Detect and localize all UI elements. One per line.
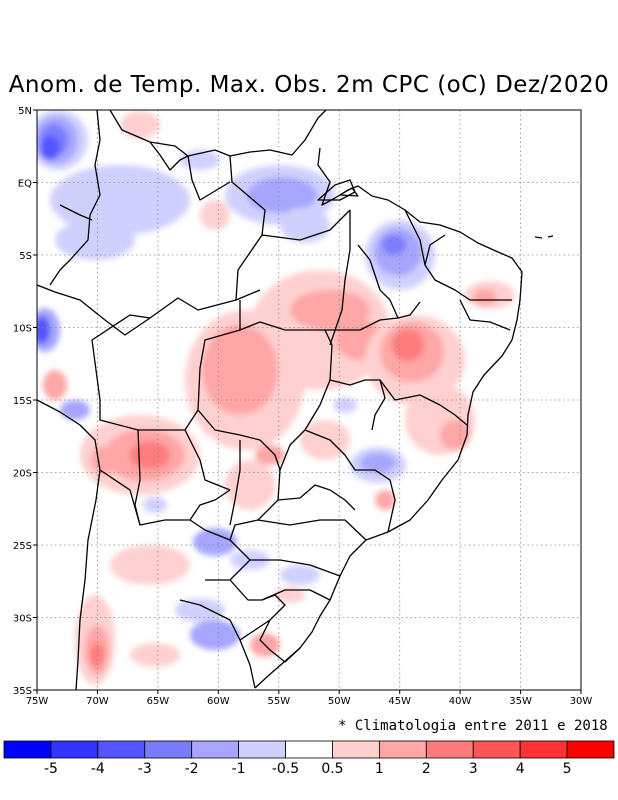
lon-axis: 75W 70W 65W 60W 55W 50W 45W 40W 35W 30W xyxy=(26,696,593,707)
colorbar-swatch xyxy=(378,740,427,759)
lat-label: 20S xyxy=(13,469,32,480)
anomaly-field xyxy=(37,110,515,685)
colorbar-swatch xyxy=(285,740,333,759)
lat-label: EQ xyxy=(18,179,32,190)
lon-label: 35W xyxy=(509,696,532,707)
colorbar-swatch xyxy=(97,740,146,759)
lon-label: 40W xyxy=(449,696,472,707)
climatology-note: * Climatologia entre 2011 e 2018 xyxy=(338,718,608,734)
pacific-coast xyxy=(37,399,101,690)
colorbar-swatch xyxy=(3,740,52,759)
lon-label: 70W xyxy=(86,696,109,707)
lon-label: 60W xyxy=(207,696,230,707)
colorbar-swatch xyxy=(425,740,474,759)
lat-label: 5N xyxy=(18,106,32,117)
colorbar-label: -2 xyxy=(185,761,199,777)
lon-label: 45W xyxy=(388,696,411,707)
colorbar-label: 4 xyxy=(516,761,525,777)
lat-label: 30S xyxy=(13,614,32,625)
graticule xyxy=(37,110,581,690)
lon-label: 65W xyxy=(147,696,170,707)
lat-label: 25S xyxy=(13,541,32,552)
colorbar-label: 0.5 xyxy=(321,761,343,777)
colorbar-label: 5 xyxy=(563,761,572,777)
lat-label: 35S xyxy=(13,686,32,697)
boundaries xyxy=(37,110,523,690)
lat-label: 10S xyxy=(13,324,32,335)
colorbar-label: 3 xyxy=(469,761,478,777)
lat-label: 15S xyxy=(13,396,32,407)
colorbar-swatch xyxy=(144,740,193,759)
colorbar-swatch xyxy=(191,740,240,759)
colorbar-label: 1 xyxy=(375,761,384,777)
colorbar-label: -3 xyxy=(138,761,152,777)
lat-axis: 5N EQ 5S 10S 15S 20S 25S 30S 35S xyxy=(13,106,32,697)
colorbar-swatch xyxy=(566,740,615,759)
colorbar-label: -0.5 xyxy=(272,761,299,777)
lon-label: 55W xyxy=(267,696,290,707)
colorbar-label: -1 xyxy=(232,761,246,777)
lon-label: 50W xyxy=(328,696,351,707)
colorbar-swatch xyxy=(472,740,521,759)
colorbar-swatch xyxy=(238,740,286,759)
lat-label: 5S xyxy=(19,251,32,262)
colorbar-label: -5 xyxy=(44,761,58,777)
colorbar-swatch xyxy=(519,740,568,759)
map-title: Anom. de Temp. Max. Obs. 2m CPC (oC) Dez… xyxy=(8,72,610,98)
colorbar-swatch xyxy=(50,740,99,759)
lon-label: 30W xyxy=(570,696,593,707)
colorbar: -5 -4 -3 -2 -1 -0.5 0.5 1 2 3 4 5 xyxy=(3,740,615,777)
lon-label: 75W xyxy=(26,696,49,707)
colorbar-label: -4 xyxy=(91,761,105,777)
colorbar-label: 2 xyxy=(422,761,431,777)
colorbar-swatch xyxy=(332,740,380,759)
